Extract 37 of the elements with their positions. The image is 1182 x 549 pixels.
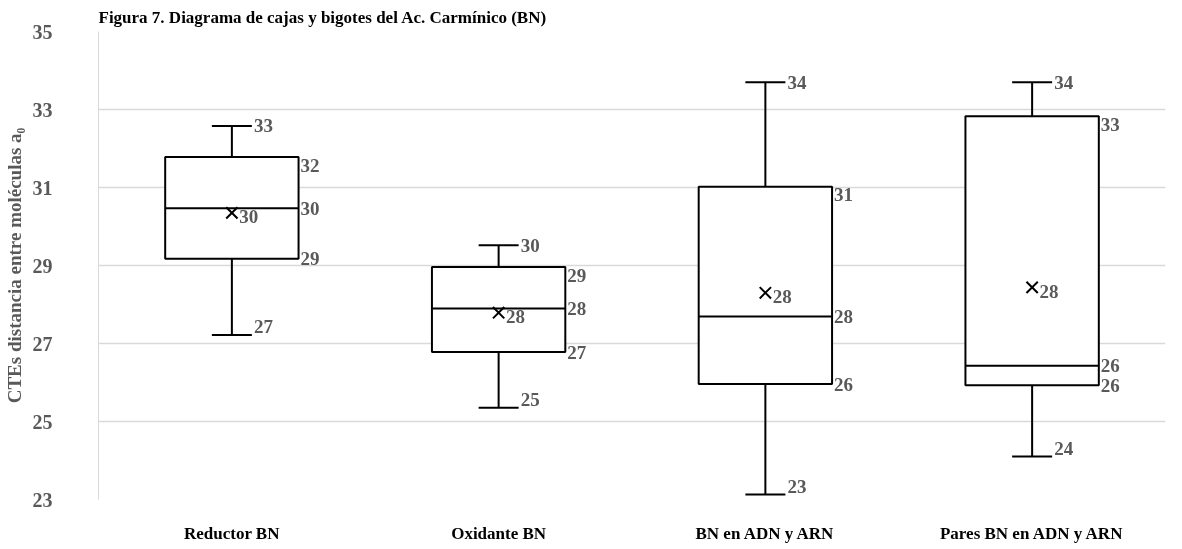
y-tick-label: 35 — [32, 20, 53, 43]
text: 33 — [1100, 113, 1120, 135]
text: 30 — [239, 206, 259, 228]
chart-title: Figura 7. Diagrama de cajas y bigotes del Ac. Carmínico (BN) — [98, 7, 547, 27]
y-tick-label: 23 — [32, 488, 53, 511]
text: 28 — [505, 306, 525, 328]
text: 30 — [300, 197, 320, 219]
text: 33 — [253, 115, 273, 137]
text: 24 — [1054, 438, 1074, 460]
y-tick-label: 31 — [32, 176, 53, 199]
y-tick-label: 25 — [32, 410, 53, 433]
y-tick-label: 29 — [32, 254, 53, 277]
y-tick-label: 27 — [32, 332, 53, 355]
text: 34 — [787, 71, 807, 93]
text: 25 — [520, 389, 540, 411]
text: 23 — [787, 475, 807, 497]
text: 26 — [1100, 355, 1120, 377]
y-tick-label: 33 — [32, 98, 53, 121]
x-tick-label: Oxidante BN — [451, 523, 547, 543]
text: 29 — [567, 264, 587, 286]
text: 26 — [1100, 374, 1120, 396]
x-tick-label: Pares BN en ADN y ARN — [939, 523, 1124, 543]
text: 28 — [1039, 280, 1059, 302]
text: 31 — [834, 184, 854, 206]
text: 28 — [772, 286, 792, 308]
text: 32 — [300, 154, 320, 176]
text: 28 — [834, 306, 854, 328]
x-tick-label: BN en ADN y ARN — [695, 523, 835, 543]
y-axis-title: CTEs distancia entre moléculas a₀ — [3, 127, 25, 404]
x-tick-label: Reductor BN — [183, 523, 281, 543]
text: 29 — [300, 248, 320, 270]
text: 30 — [520, 234, 540, 256]
text: 28 — [567, 297, 587, 319]
text: 27 — [567, 341, 587, 363]
text: 26 — [834, 373, 854, 395]
text: 27 — [253, 316, 273, 338]
text: 34 — [1054, 71, 1074, 93]
